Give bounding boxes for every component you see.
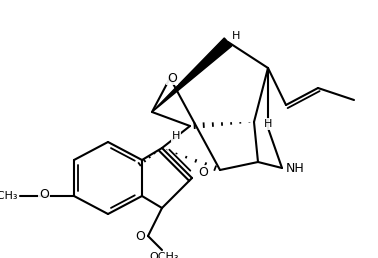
Polygon shape bbox=[152, 38, 232, 112]
Text: OCH₃: OCH₃ bbox=[0, 191, 18, 201]
Text: O: O bbox=[167, 71, 177, 85]
Text: O: O bbox=[198, 165, 208, 179]
Text: OCH₃: OCH₃ bbox=[149, 252, 179, 258]
Text: NH: NH bbox=[286, 162, 305, 174]
Text: O: O bbox=[39, 189, 49, 201]
Text: H: H bbox=[264, 119, 272, 129]
Text: O: O bbox=[135, 230, 145, 243]
Text: H: H bbox=[232, 31, 240, 41]
Text: H: H bbox=[172, 131, 180, 141]
